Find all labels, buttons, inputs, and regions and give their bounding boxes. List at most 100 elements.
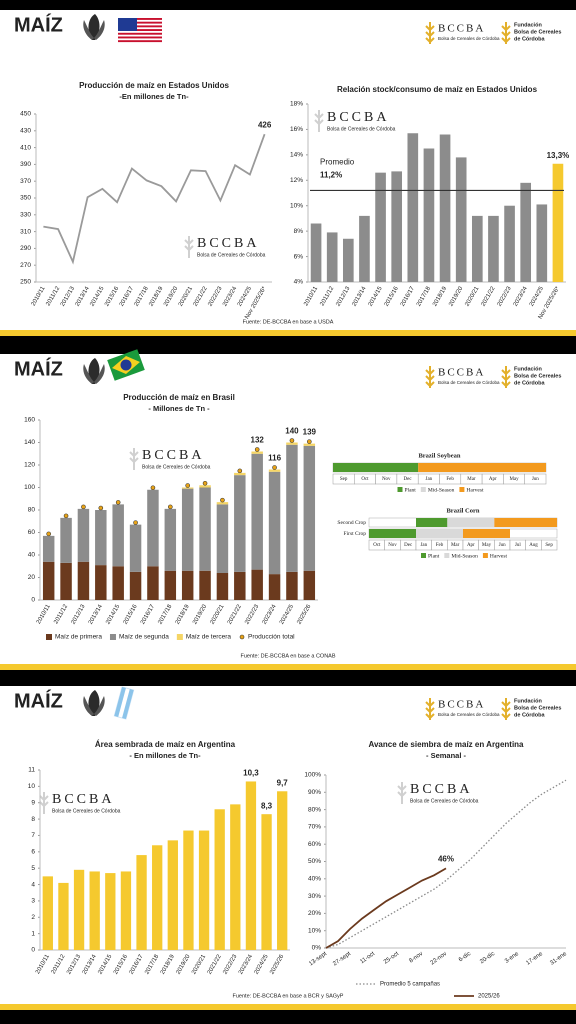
y-tick-label: 270	[20, 262, 31, 269]
row-label: First Crop	[344, 531, 367, 537]
bar-segment	[268, 574, 281, 600]
total-marker	[185, 483, 190, 488]
foundation-text: de Córdoba	[514, 712, 545, 718]
month-label: Dec	[404, 477, 413, 482]
y-tick-label: 6	[31, 849, 35, 856]
y-tick-label: 14%	[290, 152, 303, 159]
foundation-wheat	[501, 698, 511, 720]
bar-segment	[77, 561, 90, 600]
total-marker	[133, 520, 138, 525]
legend-swatch	[459, 487, 465, 492]
flag-stripe	[118, 40, 162, 43]
bar	[375, 172, 386, 282]
foundation-text: de Córdoba	[514, 380, 545, 386]
bar	[552, 163, 564, 282]
data-label: 139	[303, 428, 317, 437]
corn-leaf	[83, 364, 105, 384]
line	[43, 133, 266, 265]
logo-sub: Bolsa de Cereales de Córdoba	[438, 712, 500, 717]
y-tick-label: 10	[28, 783, 36, 790]
total-marker	[307, 439, 312, 444]
bar-segment	[216, 573, 229, 600]
panel-title: MAÍZ	[14, 13, 63, 36]
month-cell	[541, 539, 558, 551]
bar	[488, 215, 499, 282]
bar	[167, 840, 178, 950]
calendar-title: Brazil Corn	[446, 507, 479, 514]
watermark-sub: Bolsa de Cereales de Córdoba	[327, 126, 396, 132]
calendar-title: Brazil Soybean	[418, 452, 460, 459]
month-label: Oct	[373, 543, 381, 548]
y-tick-label: 70%	[308, 824, 321, 831]
y-tick-label: 9	[31, 799, 35, 806]
bottom-bar	[0, 1010, 576, 1024]
legend-swatch	[46, 634, 52, 640]
chart-subtitle: - En millones de Tn-	[129, 751, 201, 760]
chart-subtitle: -En millones de Tn-	[119, 92, 189, 101]
bar	[423, 148, 435, 282]
bar-segment	[181, 488, 194, 571]
bar-segment	[199, 487, 211, 571]
bar-segment	[286, 442, 298, 445]
corn-icon	[88, 14, 100, 40]
bar	[214, 809, 225, 950]
bar	[277, 791, 288, 950]
y-tick-label: 30%	[308, 893, 321, 900]
month-label: Feb	[446, 477, 454, 482]
month-label: May	[482, 543, 492, 548]
legend-label: Promedio 5 campañas	[380, 982, 440, 988]
chart-title: Área sembrada de maíz en Argentina	[95, 740, 236, 749]
data-label: 46%	[438, 855, 454, 864]
flag-stripe	[118, 25, 162, 28]
bottom-bar	[0, 670, 576, 678]
y-tick-label: 100%	[304, 772, 321, 779]
bar-segment	[147, 566, 159, 600]
y-tick-label: 3	[31, 898, 35, 905]
watermark-wheat	[314, 110, 324, 132]
foundation-text: Fundación	[514, 22, 542, 28]
month-label: Dec	[404, 543, 413, 548]
bar-segment	[234, 475, 246, 572]
bar-segment	[112, 566, 124, 600]
chart-subtitle: - Semanal -	[426, 751, 467, 760]
legend-label: 2025/26	[478, 994, 500, 1000]
y-tick-label: 370	[20, 178, 31, 185]
bar	[520, 182, 532, 282]
top-bar	[0, 344, 576, 354]
bar-segment	[181, 487, 194, 489]
reference-label: Promedio	[320, 158, 355, 167]
y-tick-label: 140	[24, 439, 35, 446]
bar-segment	[95, 510, 107, 566]
corn-leaf	[83, 696, 105, 716]
month-label: Jun	[499, 543, 506, 548]
y-tick-label: 12%	[290, 177, 303, 184]
logo-name: BCCBA	[438, 367, 485, 379]
bar	[439, 134, 451, 282]
bar	[89, 871, 100, 950]
bar	[120, 871, 132, 950]
y-tick-label: 430	[20, 128, 31, 135]
y-tick-label: 330	[20, 212, 31, 219]
bar	[455, 157, 467, 282]
bar	[261, 814, 272, 950]
y-tick-label: 16%	[290, 126, 303, 133]
y-tick-label: 1	[31, 930, 35, 937]
bottom-stripe	[0, 330, 576, 336]
bar-segment	[77, 508, 90, 562]
y-tick-label: 0	[31, 947, 35, 954]
watermark-wheat	[129, 448, 139, 470]
corn-icon	[88, 358, 100, 384]
data-label: 9,7	[277, 778, 289, 787]
legend-label: Mid-Season	[428, 487, 455, 493]
data-label: 140	[285, 427, 299, 436]
panel-title: MAÍZ	[14, 689, 63, 712]
month-label: Feb	[436, 543, 444, 548]
bar-segment	[129, 524, 142, 572]
month-label: Jan	[426, 477, 433, 482]
legend-swatch	[176, 634, 183, 640]
flag-canton	[118, 18, 137, 31]
bar	[136, 855, 147, 950]
y-tick-label: 8%	[294, 228, 304, 235]
foundation-text: Fundación	[514, 366, 542, 372]
bar	[230, 804, 241, 950]
